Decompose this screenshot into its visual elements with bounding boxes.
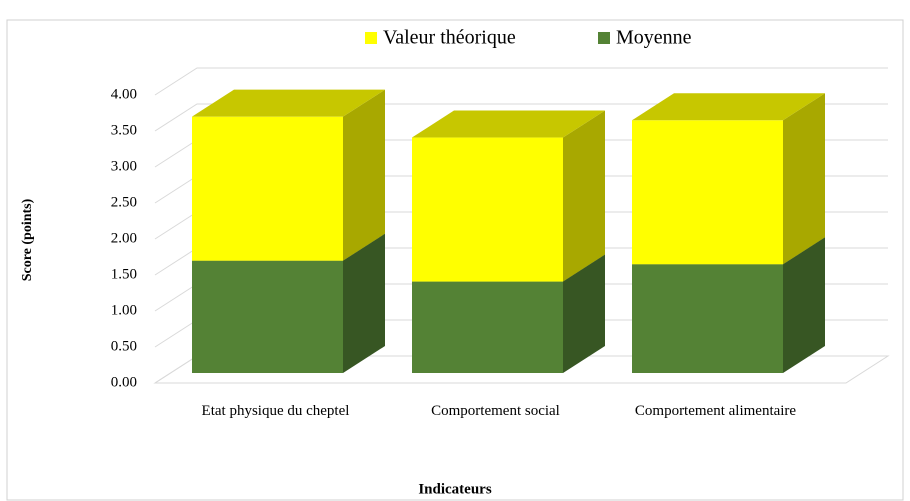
bar [192,89,385,261]
y-tick-label: 2.00 [111,230,137,246]
legend-label: Moyenne [616,27,692,49]
y-tick-label: 1.50 [111,266,137,282]
y-tick-label: 2.50 [111,194,137,210]
bar-front [632,264,783,373]
bar-front [192,260,343,373]
bar-side [783,237,825,373]
x-tick-label: Comportement alimentaire [634,403,797,419]
x-tick-label: Comportement social [431,403,560,419]
bar-side [563,254,605,373]
legend-swatch [365,32,377,44]
bar-front [412,137,563,282]
bar [632,93,825,265]
y-tick-label: 0.50 [111,338,137,354]
legend-label: Valeur théorique [383,27,516,49]
bar-front [632,120,783,265]
y-tick-label: 3.50 [111,122,137,138]
y-tick-label: 4.00 [111,86,137,102]
y-tick-label: 0.00 [111,374,137,390]
y-axis-title: Score (points) [20,198,35,281]
bar-top [632,93,825,121]
bar-side [343,233,385,373]
y-tick-label: 3.00 [111,158,137,174]
bar-side [343,89,385,261]
legend-swatch [598,32,610,44]
bar [412,110,605,282]
bar-top [412,110,605,138]
x-tick-label: Etat physique du cheptel [201,403,350,419]
grid-line [154,67,888,96]
bar-side [783,93,825,265]
bar-front [192,116,343,261]
bar-top [192,89,385,117]
bar-side [563,110,605,282]
x-axis-title: Indicateurs [418,481,492,497]
bar-front [412,281,563,373]
bar [412,254,605,373]
y-tick-label: 1.00 [111,302,137,318]
